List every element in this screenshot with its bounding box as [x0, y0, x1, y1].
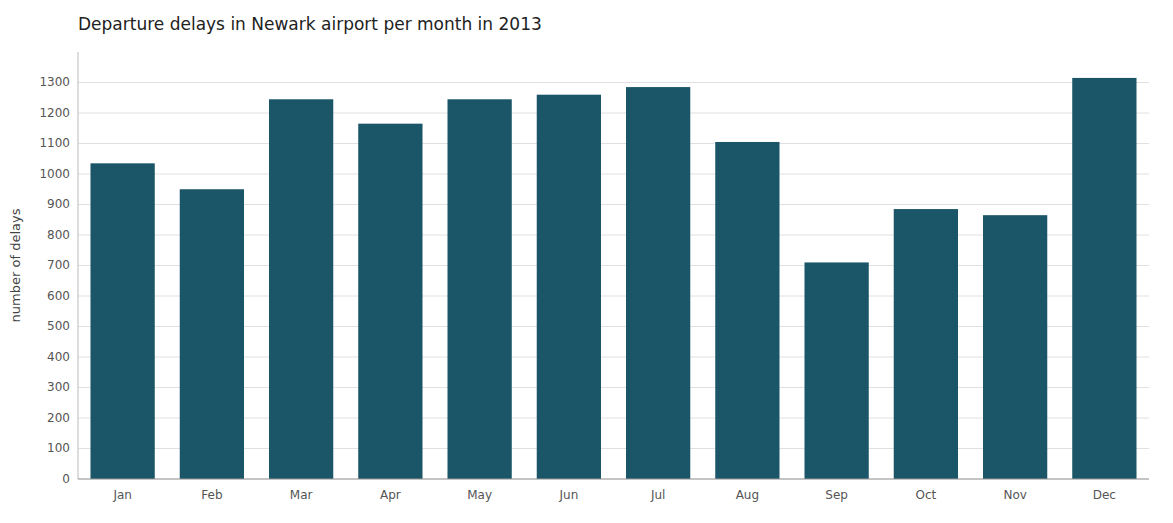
x-tick-label: Feb	[201, 488, 222, 502]
grid-line	[78, 113, 1149, 114]
bar	[626, 87, 690, 479]
y-tick-label: 100	[47, 441, 70, 455]
x-tick-label: Jul	[650, 488, 665, 502]
y-tick-label: 500	[47, 319, 70, 333]
bar	[447, 99, 511, 479]
grid	[78, 83, 1149, 480]
x-tick-label: May	[467, 488, 492, 502]
grid-line	[78, 82, 1149, 83]
bar	[715, 142, 779, 479]
y-tick-label: 900	[47, 197, 70, 211]
y-axis-label: number of delays	[8, 208, 23, 322]
y-tick-label: 800	[47, 228, 70, 242]
x-tick-label: Mar	[290, 488, 313, 502]
x-tick-label: Jun	[559, 488, 579, 502]
x-tick-label: Nov	[1003, 488, 1026, 502]
bars	[90, 78, 1136, 479]
y-tick-label: 700	[47, 258, 70, 272]
title: Departure delays in Newark airport per m…	[78, 14, 542, 34]
bar	[894, 209, 958, 479]
x-tick-label: Sep	[825, 488, 848, 502]
chart: 0 100 200 300 400 500 600 700 800 900 1000 1100 1200…	[0, 0, 1173, 523]
x-axis-line	[78, 479, 1149, 480]
bar	[537, 95, 601, 479]
bar	[90, 163, 154, 479]
bar	[983, 215, 1047, 479]
chart-container: 0 100 200 300 400 500 600 700 800 900 1000 1100 1200…	[0, 0, 1173, 523]
grid-line	[78, 174, 1149, 175]
grid-line	[78, 479, 1149, 480]
x-tick-label: Aug	[736, 488, 759, 502]
x-tick-label: Apr	[380, 488, 401, 502]
bar	[358, 124, 422, 479]
bar	[1072, 78, 1136, 479]
y-axis-line	[78, 52, 79, 479]
y-tick-label: 600	[47, 289, 70, 303]
y-tick-label: 0	[62, 472, 70, 486]
x-tick-label: Oct	[916, 488, 937, 502]
y-tick-label: 400	[47, 350, 70, 364]
x-tick-label: Jan	[112, 488, 132, 502]
y-tick-label: 1000	[39, 167, 70, 181]
y-tick-label: 200	[47, 411, 70, 425]
grid-line	[78, 143, 1149, 144]
bar	[269, 99, 333, 479]
bar	[804, 262, 868, 479]
y-tick-label: 1300	[39, 75, 70, 89]
y-tick-label: 1200	[39, 106, 70, 120]
y-tick-label: 1100	[39, 136, 70, 150]
x-tick-label: Dec	[1093, 488, 1116, 502]
bar	[180, 189, 244, 479]
y-tick-label: 300	[47, 380, 70, 394]
